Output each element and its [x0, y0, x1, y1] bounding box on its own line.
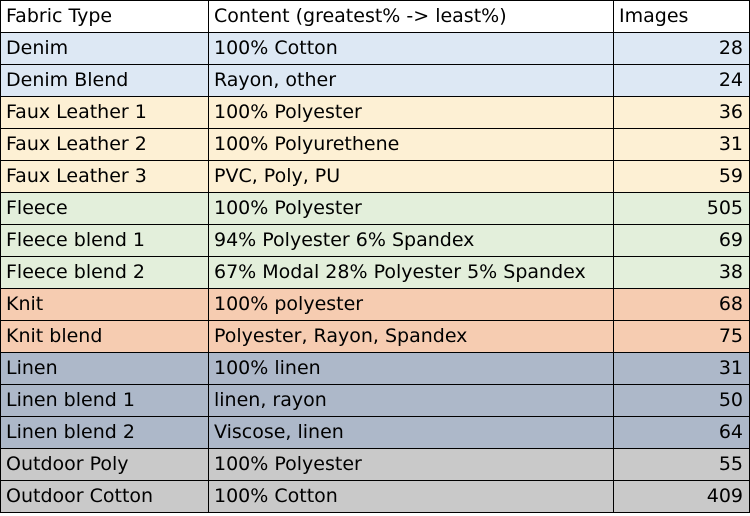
- cell-content[interactable]: 100% Polyester: [208, 96, 614, 129]
- cell-images[interactable]: 38: [613, 256, 750, 289]
- cell-fabric-type[interactable]: Faux Leather 2: [0, 128, 209, 161]
- cell-content[interactable]: 100% polyester: [208, 288, 614, 321]
- cell-content[interactable]: 100% linen: [208, 352, 614, 385]
- table-row: Fleece blend 2 67% Modal 28% Polyester 5%…: [0, 256, 750, 289]
- cell-content[interactable]: 94% Polyester 6% Spandex: [208, 224, 614, 257]
- cell-images[interactable]: 59: [613, 160, 750, 193]
- cell-content[interactable]: 100% Polyester: [208, 448, 614, 481]
- cell-fabric-type[interactable]: Denim: [0, 32, 209, 65]
- cell-content[interactable]: 100% Polyester: [208, 192, 614, 225]
- cell-images[interactable]: 75: [613, 320, 750, 353]
- cell-fabric-type[interactable]: Knit blend: [0, 320, 209, 353]
- cell-fabric-type[interactable]: Outdoor Cotton: [0, 480, 209, 513]
- cell-images[interactable]: 24: [613, 64, 750, 97]
- table-row: Denim 100% Cotton 28: [0, 32, 750, 65]
- table-row: Faux Leather 2 100% Polyurethene 31: [0, 128, 750, 161]
- table-row: Linen 100% linen 31: [0, 352, 750, 385]
- cell-images[interactable]: 69: [613, 224, 750, 257]
- cell-fabric-type[interactable]: Fleece blend 2: [0, 256, 209, 289]
- table-row: Denim Blend Rayon, other 24: [0, 64, 750, 97]
- table-row: Linen blend 2 Viscose, linen 64: [0, 416, 750, 449]
- table-row: Faux Leather 3 PVC, Poly, PU 59: [0, 160, 750, 193]
- cell-fabric-type[interactable]: Faux Leather 1: [0, 96, 209, 129]
- cell-content[interactable]: linen, rayon: [208, 384, 614, 417]
- header-fabric-type[interactable]: Fabric Type: [0, 0, 209, 33]
- cell-fabric-type[interactable]: Faux Leather 3: [0, 160, 209, 193]
- cell-content[interactable]: Rayon, other: [208, 64, 614, 97]
- cell-images[interactable]: 409: [613, 480, 750, 513]
- cell-fabric-type[interactable]: Denim Blend: [0, 64, 209, 97]
- cell-fabric-type[interactable]: Fleece blend 1: [0, 224, 209, 257]
- header-row: Fabric Type Content (greatest% -> least%…: [0, 0, 750, 33]
- header-images[interactable]: Images: [613, 0, 750, 33]
- cell-content[interactable]: 100% Cotton: [208, 32, 614, 65]
- cell-fabric-type[interactable]: Linen: [0, 352, 209, 385]
- table-row: Knit blend Polyester, Rayon, Spandex 75: [0, 320, 750, 353]
- cell-fabric-type[interactable]: Linen blend 2: [0, 416, 209, 449]
- cell-fabric-type[interactable]: Fleece: [0, 192, 209, 225]
- cell-images[interactable]: 64: [613, 416, 750, 449]
- cell-content[interactable]: 100% Polyurethene: [208, 128, 614, 161]
- table-row: Fleece blend 1 94% Polyester 6% Spandex 69: [0, 224, 750, 257]
- table-row: Outdoor Cotton 100% Cotton 409: [0, 480, 750, 513]
- cell-images[interactable]: 28: [613, 32, 750, 65]
- cell-content[interactable]: 100% Cotton: [208, 480, 614, 513]
- table-row: Faux Leather 1 100% Polyester 36: [0, 96, 750, 129]
- cell-fabric-type[interactable]: Knit: [0, 288, 209, 321]
- cell-images[interactable]: 55: [613, 448, 750, 481]
- cell-images[interactable]: 31: [613, 128, 750, 161]
- table-row: Outdoor Poly 100% Polyester 55: [0, 448, 750, 481]
- cell-images[interactable]: 68: [613, 288, 750, 321]
- cell-images[interactable]: 36: [613, 96, 750, 129]
- table-row: Knit 100% polyester 68: [0, 288, 750, 321]
- cell-images[interactable]: 31: [613, 352, 750, 385]
- cell-content[interactable]: PVC, Poly, PU: [208, 160, 614, 193]
- cell-images[interactable]: 50: [613, 384, 750, 417]
- table-row: Linen blend 1 linen, rayon 50: [0, 384, 750, 417]
- cell-fabric-type[interactable]: Outdoor Poly: [0, 448, 209, 481]
- cell-images[interactable]: 505: [613, 192, 750, 225]
- cell-content[interactable]: Polyester, Rayon, Spandex: [208, 320, 614, 353]
- table-body: Denim 100% Cotton 28 Denim Blend Rayon, othe…: [0, 32, 750, 513]
- table-row: Fleece 100% Polyester 505: [0, 192, 750, 225]
- cell-content[interactable]: Viscose, linen: [208, 416, 614, 449]
- header-content[interactable]: Content (greatest% -> least%): [208, 0, 614, 33]
- cell-fabric-type[interactable]: Linen blend 1: [0, 384, 209, 417]
- cell-content[interactable]: 67% Modal 28% Polyester 5% Spandex: [208, 256, 614, 289]
